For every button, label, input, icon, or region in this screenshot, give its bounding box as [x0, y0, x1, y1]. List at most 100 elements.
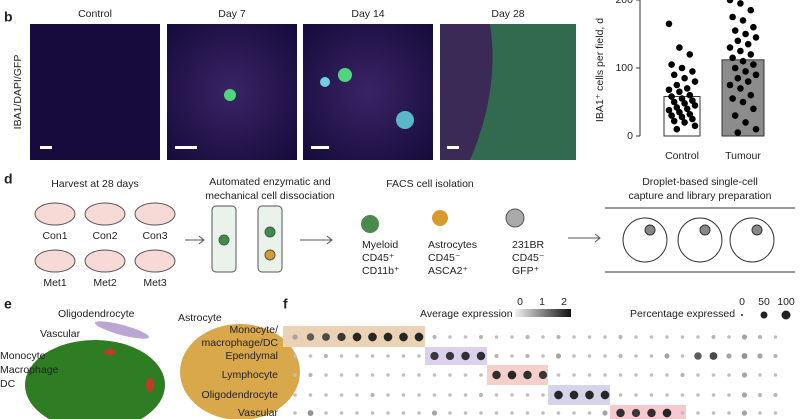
expression-dot	[757, 392, 763, 398]
expression-dot	[556, 373, 561, 377]
data-point	[729, 54, 736, 62]
dotplot	[283, 309, 686, 419]
data-point	[747, 51, 755, 58]
cell-label: GFP⁺	[512, 265, 540, 277]
image-control	[30, 24, 160, 160]
expression-dot	[383, 332, 393, 342]
data-point	[737, 85, 744, 92]
expression-dot	[664, 353, 670, 359]
step-label: Droplet-based single-cell	[642, 176, 758, 188]
expression-dot	[507, 370, 517, 380]
data-point	[683, 105, 691, 113]
scale-bar	[40, 146, 52, 149]
expression-dot	[727, 373, 731, 377]
tubes	[211, 205, 283, 273]
expression-dot	[603, 373, 607, 377]
expression-dot	[355, 393, 359, 397]
expression-dot	[618, 373, 623, 377]
mouse-label: Con3	[142, 230, 167, 242]
data-point	[737, 0, 744, 7]
expression-dot	[432, 334, 437, 340]
row-label: Vascular	[238, 407, 279, 419]
panel-letter: f	[283, 296, 288, 312]
row-label: Oligodendrocyte	[202, 389, 279, 401]
expression-dot	[587, 411, 592, 415]
y-tick-label: 0	[627, 130, 633, 142]
expression-dot	[709, 352, 718, 360]
cluster-label: Oligodendrocyte	[58, 308, 135, 320]
data-point	[729, 13, 736, 21]
expression-dot	[370, 411, 375, 415]
data-point	[739, 57, 747, 65]
legend-dot	[781, 310, 791, 320]
step-label: mechanical cell dissociation	[205, 190, 335, 202]
data-point	[750, 61, 757, 68]
expression-dot	[492, 370, 501, 380]
expression-dot	[741, 410, 748, 416]
data-point	[747, 6, 755, 14]
panel-letter: b	[4, 9, 13, 25]
expression-dot	[401, 373, 406, 377]
expression-dot	[773, 373, 778, 377]
row-label: Ependymal	[225, 350, 278, 362]
image-title: Day 14	[351, 8, 384, 20]
mouse-label: Con1	[42, 230, 67, 242]
expression-dot	[448, 393, 452, 397]
data-point	[744, 40, 752, 48]
y-axis-label: IBA1⁺ cells per field, d	[594, 18, 606, 122]
expression-dot	[741, 334, 748, 340]
data-point	[734, 37, 742, 45]
expression-dot	[525, 334, 530, 340]
data-point	[681, 100, 688, 107]
expression-dot	[401, 354, 406, 358]
expression-dot	[339, 393, 344, 397]
expression-dot	[401, 411, 406, 415]
expression-dot	[696, 373, 700, 377]
data-point	[678, 113, 686, 121]
expression-dot	[680, 354, 685, 358]
expression-dot	[696, 393, 700, 397]
row-label: macrophage/DC	[202, 337, 279, 349]
image-title: Day 7	[218, 8, 246, 20]
legend-dot	[760, 311, 768, 319]
expression-dot	[494, 353, 499, 359]
expression-dot	[478, 334, 484, 340]
expression-dot	[432, 373, 437, 377]
expression-dot	[445, 351, 455, 361]
expression-dot	[665, 373, 669, 377]
data-point	[681, 74, 688, 82]
expression-dot	[399, 332, 408, 342]
x-tick-label: Tumour	[725, 150, 761, 162]
expression-dot	[538, 370, 548, 380]
expression-dot	[634, 393, 638, 397]
data-point	[742, 30, 749, 38]
expression-dot	[696, 335, 700, 339]
data-point	[691, 122, 699, 130]
expression-dot	[572, 354, 576, 358]
row-label: Lymphocyte	[222, 369, 278, 381]
step-label: Harvest at 28 days	[51, 178, 139, 190]
expression-dot	[337, 332, 346, 342]
cell-label: CD45⁺	[362, 252, 395, 264]
expression-dot	[431, 410, 438, 416]
legend-dot	[741, 314, 743, 316]
expression-dot	[618, 353, 623, 359]
data-point	[670, 117, 678, 125]
cell-label: Myeloid	[362, 239, 398, 251]
expression-dot	[572, 335, 576, 339]
data-point	[676, 44, 683, 51]
expression-dot	[401, 393, 406, 397]
scale-bar	[447, 146, 459, 149]
expression-dot	[696, 411, 700, 415]
scale-bar	[311, 146, 329, 149]
data-point	[668, 61, 675, 68]
expression-dot	[554, 390, 563, 400]
expression-dot	[647, 408, 656, 418]
legend-title: Percentage expressed	[630, 308, 735, 320]
arrows	[185, 233, 601, 245]
expression-dot	[414, 332, 424, 342]
expression-dot	[293, 373, 297, 377]
expression-dot	[307, 410, 314, 416]
expression-dot	[711, 411, 716, 415]
